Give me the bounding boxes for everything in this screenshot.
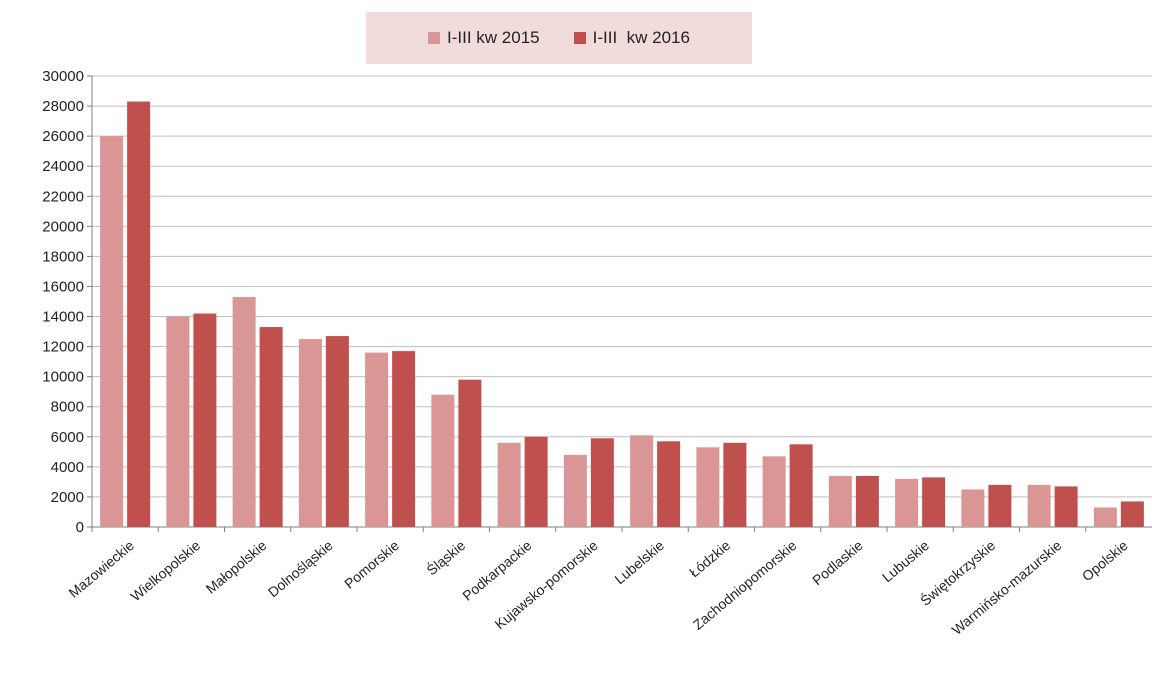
y-tick-label: 24000 (42, 158, 84, 175)
bar-2016 (1054, 486, 1078, 527)
y-tick-label: 0 (76, 519, 84, 536)
x-category-label: Warmińsko-mazurskie (949, 537, 1065, 638)
bar-2015 (630, 435, 654, 527)
x-category-label: Lubuskie (879, 537, 932, 585)
bar-2015 (1027, 484, 1051, 527)
y-tick-label: 12000 (42, 339, 84, 356)
bar-2016 (922, 477, 946, 527)
bar-2016 (1120, 501, 1144, 527)
x-category-label: Lubelskie (611, 537, 667, 587)
chart-legend: I-III kw 2015 I-III kw 2016 (366, 12, 752, 64)
x-category-label: Pomorskie (341, 537, 402, 592)
bar-2016 (590, 438, 614, 527)
legend-swatch-2016 (573, 32, 586, 44)
x-category-label: Wielkopolskie (127, 537, 203, 604)
bar-2016 (988, 484, 1012, 527)
legend-label-2015: I-III kw 2015 (447, 28, 540, 47)
bar-2015 (166, 316, 190, 527)
bar-2016 (325, 336, 349, 527)
y-tick-label: 4000 (51, 459, 84, 476)
bar-2015 (298, 339, 322, 527)
y-tick-label: 28000 (42, 98, 84, 115)
bar-2015 (365, 352, 389, 527)
y-tick-label: 16000 (42, 278, 84, 295)
x-category-label: Łódzkie (686, 537, 733, 580)
y-tick-label: 8000 (51, 399, 84, 416)
y-tick-label: 2000 (51, 489, 84, 506)
x-category-label: Opolskie (1079, 537, 1131, 584)
y-tick-label: 18000 (42, 248, 84, 265)
bar-2015 (232, 296, 256, 527)
bar-2016 (458, 379, 482, 527)
legend-item-2016: I-III kw 2016 (573, 28, 690, 48)
bar-2015 (762, 456, 786, 527)
bar-2016 (789, 444, 813, 527)
y-tick-label: 26000 (42, 128, 84, 145)
bar-2015 (497, 442, 521, 527)
x-category-label: Dolnośląskie (265, 537, 336, 600)
legend-swatch-2015 (428, 32, 441, 44)
x-category-label: Mazowieckie (65, 537, 137, 601)
y-tick-label: 30000 (42, 68, 84, 85)
bar-2016 (524, 436, 548, 527)
bar-2015 (895, 478, 919, 527)
bar-2016 (723, 442, 747, 527)
bar-2016 (127, 101, 151, 527)
bar-2015 (828, 475, 852, 527)
legend-item-2015: I-III kw 2015 (428, 28, 540, 48)
x-category-label: Śląskie (423, 536, 469, 578)
x-category-label: Małopolskie (203, 537, 270, 597)
y-tick-label: 10000 (42, 369, 84, 386)
bar-2015 (563, 454, 587, 527)
bar-2015 (431, 394, 455, 527)
bar-2016 (193, 313, 217, 527)
bar-2015 (100, 136, 124, 527)
bar-2016 (259, 327, 283, 527)
y-tick-label: 22000 (42, 188, 84, 205)
bar-2016 (855, 475, 879, 527)
bar-2016 (392, 351, 416, 527)
y-tick-label: 20000 (42, 218, 84, 235)
y-tick-label: 14000 (42, 309, 84, 326)
bar-2015 (961, 489, 985, 527)
bar-2016 (657, 441, 681, 527)
y-tick-label: 6000 (51, 429, 84, 446)
bar-2015 (696, 447, 720, 527)
legend-label-2016: I-III kw 2016 (592, 28, 690, 47)
x-category-label: Podlaskie (809, 537, 866, 588)
bar-2015 (1093, 507, 1117, 527)
